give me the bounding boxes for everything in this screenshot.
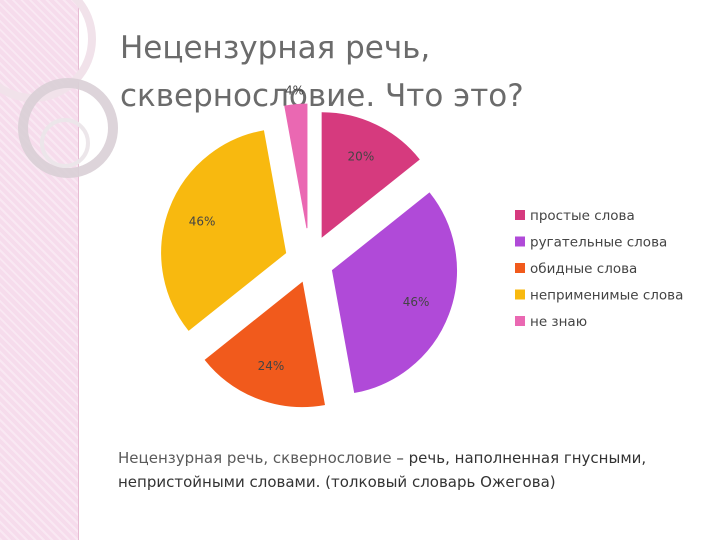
pie-slices: 20% 46% 24% 46% 4% [161, 84, 457, 408]
definition-term: Нецензурная речь, сквернословие [118, 449, 392, 467]
slice-value-label: 46% [403, 295, 430, 309]
sidebar-divider [78, 0, 79, 540]
slice-value-label: 24% [258, 359, 285, 373]
definition-caption: Нецензурная речь, сквернословие – речь, … [118, 446, 708, 494]
legend-label: обидные слова [530, 261, 637, 277]
legend-label: неприменимые слова [530, 288, 683, 304]
pie-slice [331, 192, 457, 394]
legend-swatch [515, 263, 525, 273]
pie-slice [204, 281, 325, 408]
pie-slice [321, 112, 420, 238]
pie-slice [284, 103, 308, 229]
definition-text: – речь, наполненная гнусными, непристойн… [118, 449, 647, 491]
legend-label: ругательные слова [530, 235, 667, 251]
legend-swatch [515, 289, 525, 300]
pie-slice [161, 130, 287, 331]
legend-label: простые слова [530, 208, 635, 224]
chart-legend: простые слова ругательные слова обидные сл… [515, 208, 683, 330]
slice-value-label: 4% [285, 84, 304, 98]
slide-title: Нецензурная речь, сквернословие. Что это… [120, 30, 524, 114]
legend-swatch [515, 210, 525, 220]
decorative-ring-large [18, 78, 118, 178]
decorative-ring-small [40, 118, 90, 168]
legend-swatch [515, 236, 525, 247]
slice-value-label: 46% [189, 214, 216, 228]
legend-label: не знаю [530, 314, 587, 330]
slice-value-label: 20% [348, 149, 375, 163]
legend-swatch [515, 316, 525, 326]
